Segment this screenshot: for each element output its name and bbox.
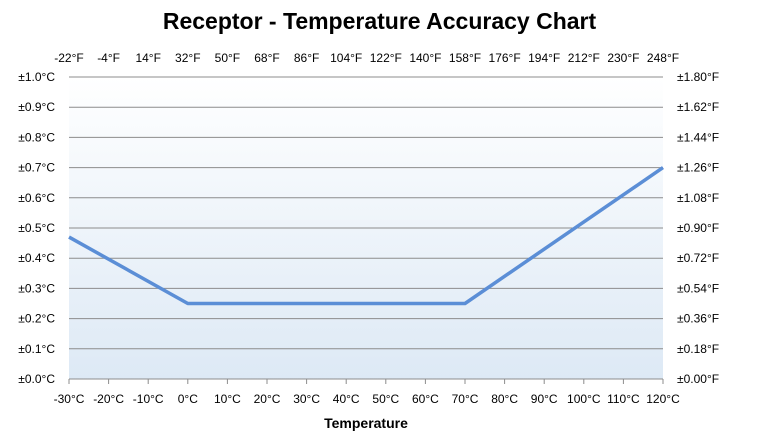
y-tick-label-right: ±0.72°F	[677, 251, 719, 265]
x-tick-label-top: 32°F	[175, 51, 200, 65]
x-tick-label-top: 212°F	[568, 51, 600, 65]
x-tick-label-bottom: 10°C	[214, 392, 241, 406]
y-tick-label-left: ±0.5°C	[18, 221, 55, 235]
y-tick-label-left: ±0.0°C	[18, 372, 55, 386]
x-tick-label-bottom: 110°C	[607, 392, 640, 406]
y-tick-label-right: ±1.08°F	[677, 191, 719, 205]
x-tick-label-bottom: 50°C	[372, 392, 399, 406]
x-tick-label-top: 104°F	[330, 51, 362, 65]
x-tick-label-top: 194°F	[528, 51, 560, 65]
x-tick-label-top: 86°F	[294, 51, 319, 65]
y-tick-label-right: ±0.90°F	[677, 221, 719, 235]
y-tick-label-left: ±0.3°C	[18, 281, 55, 295]
y-tick-label-right: ±1.62°F	[677, 100, 719, 114]
x-tick-label-bottom: 20°C	[254, 392, 281, 406]
chart-title: Receptor - Temperature Accuracy Chart	[162, 8, 597, 34]
x-tick-label-bottom: 30°C	[293, 392, 320, 406]
x-tick-label-bottom: 60°C	[412, 392, 439, 406]
x-tick-label-top: 248°F	[647, 51, 679, 65]
y-tick-label-right: ±0.00°F	[677, 372, 719, 386]
x-tick-label-bottom: 70°C	[452, 392, 479, 406]
x-tick-label-top: -4°F	[97, 51, 120, 65]
x-tick-label-bottom: 0°C	[178, 392, 198, 406]
x-tick-label-bottom: -10°C	[133, 392, 164, 406]
x-tick-label-top: 68°F	[254, 51, 279, 65]
y-tick-label-left: ±0.6°C	[18, 191, 55, 205]
y-tick-label-left: ±0.2°C	[18, 312, 55, 326]
series-line	[68, 166, 664, 306]
y-tick-label-right: ±0.18°F	[677, 342, 719, 356]
x-tick-label-bottom: 100°C	[567, 392, 601, 406]
x-tick-label-top: -22°F	[54, 51, 83, 65]
x-tick-label-bottom: -30°C	[54, 392, 85, 406]
x-tick-label-top: 122°F	[370, 51, 402, 65]
x-tick-label-bottom: 90°C	[531, 392, 558, 406]
x-tick-label-top: 158°F	[449, 51, 481, 65]
x-axis-title: Temperature	[324, 415, 408, 431]
y-tick-label-left: ±0.8°C	[18, 130, 55, 144]
y-tick-label-right: ±1.80°F	[677, 70, 719, 84]
y-tick-label-left: ±0.4°C	[18, 251, 55, 265]
x-tick-label-bottom: 80°C	[491, 392, 518, 406]
y-tick-label-right: ±1.26°F	[677, 161, 719, 175]
x-tick-label-top: 140°F	[409, 51, 441, 65]
y-tick-label-left: ±1.0°C	[18, 70, 55, 84]
x-tick-label-top: 50°F	[215, 51, 240, 65]
x-tick-label-bottom: 120°C	[646, 392, 680, 406]
x-tick-label-bottom: -20°C	[93, 392, 124, 406]
x-tick-label-top: 176°F	[489, 51, 521, 65]
x-tick-label-bottom: 40°C	[333, 392, 360, 406]
y-tick-label-left: ±0.7°C	[18, 161, 55, 175]
x-tick-label-top: 230°F	[607, 51, 639, 65]
y-tick-label-right: ±0.54°F	[677, 281, 719, 295]
y-tick-label-left: ±0.9°C	[18, 100, 55, 114]
y-tick-label-left: ±0.1°C	[18, 342, 55, 356]
x-tick-label-top: 14°F	[135, 51, 160, 65]
y-tick-label-right: ±1.44°F	[677, 130, 719, 144]
y-tick-label-right: ±0.36°F	[677, 312, 719, 326]
